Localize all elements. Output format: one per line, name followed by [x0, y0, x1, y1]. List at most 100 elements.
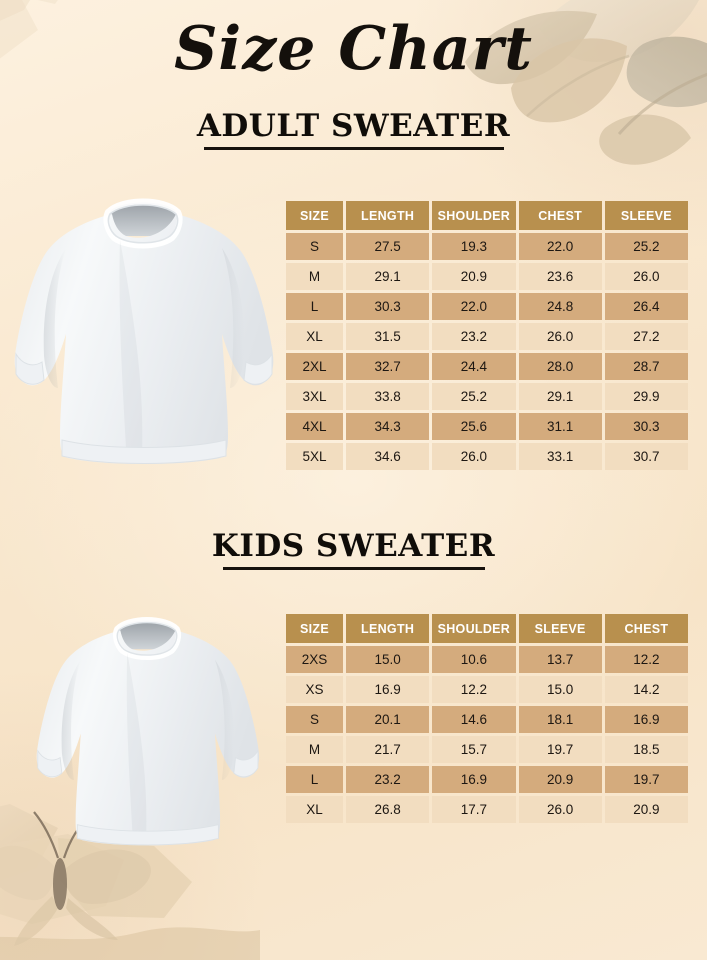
cell-size: S — [286, 233, 343, 260]
cell-size: L — [286, 766, 343, 793]
section-heading-adult: ADULT SWEATER — [0, 108, 707, 150]
column-header-length: LENGTH — [346, 201, 430, 230]
cell-size: M — [286, 736, 343, 763]
cell-chest: 23.6 — [518, 263, 602, 290]
cell-sleeve: 27.2 — [604, 323, 688, 350]
cell-shoulder: 25.2 — [432, 383, 516, 410]
cell-size: S — [286, 706, 343, 733]
page-title: Size Chart — [174, 14, 533, 84]
heading-underline — [222, 567, 485, 570]
cell-shoulder: 25.6 — [432, 413, 516, 440]
cell-sleeve: 13.7 — [518, 646, 602, 673]
cell-sleeve: 20.9 — [518, 766, 602, 793]
cell-chest: 22.0 — [518, 233, 602, 260]
cell-sleeve: 30.3 — [604, 413, 688, 440]
cell-size: M — [286, 263, 343, 290]
cell-length: 26.8 — [346, 796, 430, 823]
cell-length: 33.8 — [346, 383, 430, 410]
column-header-size: SIZE — [286, 614, 343, 643]
cell-shoulder: 15.7 — [432, 736, 516, 763]
column-header-sleeve: SLEEVE — [518, 614, 602, 643]
cell-chest: 31.1 — [518, 413, 602, 440]
cell-length: 15.0 — [346, 646, 430, 673]
cell-chest: 24.8 — [518, 293, 602, 320]
cell-length: 23.2 — [346, 766, 430, 793]
table-row: S 20.1 14.6 18.1 16.9 — [286, 706, 688, 733]
cell-shoulder: 19.3 — [432, 233, 516, 260]
table-row: XL 26.8 17.7 26.0 20.9 — [286, 796, 688, 823]
kids-table-head: SIZE LENGTH SHOULDER SLEEVE CHEST — [286, 614, 688, 643]
cell-length: 32.7 — [346, 353, 430, 380]
cell-chest: 12.2 — [604, 646, 688, 673]
cell-size: 5XL — [286, 443, 343, 470]
cell-sleeve: 26.4 — [604, 293, 688, 320]
table-row: S 27.5 19.3 22.0 25.2 — [286, 233, 688, 260]
cell-sleeve: 15.0 — [518, 676, 602, 703]
cell-shoulder: 26.0 — [432, 443, 516, 470]
column-header-sleeve: SLEEVE — [604, 201, 688, 230]
cell-shoulder: 24.4 — [432, 353, 516, 380]
kids-table-body: 2XS 15.0 10.6 13.7 12.2 XS 16.9 12.2 15.… — [286, 646, 688, 823]
cell-shoulder: 12.2 — [432, 676, 516, 703]
cell-chest: 26.0 — [518, 323, 602, 350]
section-heading-kids-label: KIDS SWEATER — [211, 528, 496, 564]
cell-shoulder: 23.2 — [432, 323, 516, 350]
cell-shoulder: 10.6 — [432, 646, 516, 673]
cell-sleeve: 28.7 — [604, 353, 688, 380]
cell-length: 20.1 — [346, 706, 430, 733]
column-header-shoulder: SHOULDER — [432, 201, 516, 230]
cell-chest: 29.1 — [518, 383, 602, 410]
kids-sweater-image — [26, 608, 268, 866]
cell-chest: 14.2 — [604, 676, 688, 703]
cell-sleeve: 26.0 — [518, 796, 602, 823]
adult-size-table: SIZE LENGTH SHOULDER CHEST SLEEVE S 27.5… — [283, 198, 691, 473]
cell-size: XL — [286, 323, 343, 350]
cell-sleeve: 18.1 — [518, 706, 602, 733]
cell-sleeve: 19.7 — [518, 736, 602, 763]
adult-sweater-image — [8, 188, 278, 488]
cell-chest: 20.9 — [604, 796, 688, 823]
cell-length: 30.3 — [346, 293, 430, 320]
cell-size: XS — [286, 676, 343, 703]
column-header-length: LENGTH — [346, 614, 430, 643]
table-row: 2XL 32.7 24.4 28.0 28.7 — [286, 353, 688, 380]
table-row: M 21.7 15.7 19.7 18.5 — [286, 736, 688, 763]
cell-shoulder: 20.9 — [432, 263, 516, 290]
cell-length: 27.5 — [346, 233, 430, 260]
cell-shoulder: 22.0 — [432, 293, 516, 320]
table-row: XL 31.5 23.2 26.0 27.2 — [286, 323, 688, 350]
cell-length: 16.9 — [346, 676, 430, 703]
cell-sleeve: 30.7 — [604, 443, 688, 470]
column-header-chest: CHEST — [604, 614, 688, 643]
cell-chest: 16.9 — [604, 706, 688, 733]
cell-size: XL — [286, 796, 343, 823]
cell-size: 2XS — [286, 646, 343, 673]
cell-length: 21.7 — [346, 736, 430, 763]
cell-chest: 28.0 — [518, 353, 602, 380]
cell-chest: 18.5 — [604, 736, 688, 763]
table-row: M 29.1 20.9 23.6 26.0 — [286, 263, 688, 290]
cell-chest: 19.7 — [604, 766, 688, 793]
cell-length: 31.5 — [346, 323, 430, 350]
table-row: L 23.2 16.9 20.9 19.7 — [286, 766, 688, 793]
section-heading-kids: KIDS SWEATER — [0, 528, 707, 570]
cell-length: 34.3 — [346, 413, 430, 440]
cell-length: 34.6 — [346, 443, 430, 470]
cell-shoulder: 16.9 — [432, 766, 516, 793]
cell-size: L — [286, 293, 343, 320]
column-header-shoulder: SHOULDER — [432, 614, 516, 643]
table-header-row: SIZE LENGTH SHOULDER CHEST SLEEVE — [286, 201, 688, 230]
table-header-row: SIZE LENGTH SHOULDER SLEEVE CHEST — [286, 614, 688, 643]
table-row: 5XL 34.6 26.0 33.1 30.7 — [286, 443, 688, 470]
column-header-size: SIZE — [286, 201, 343, 230]
table-row: 4XL 34.3 25.6 31.1 30.3 — [286, 413, 688, 440]
cell-size: 4XL — [286, 413, 343, 440]
cell-shoulder: 17.7 — [432, 796, 516, 823]
cell-sleeve: 29.9 — [604, 383, 688, 410]
column-header-chest: CHEST — [518, 201, 602, 230]
heading-underline — [203, 147, 504, 150]
table-row: 3XL 33.8 25.2 29.1 29.9 — [286, 383, 688, 410]
cell-size: 3XL — [286, 383, 343, 410]
cell-shoulder: 14.6 — [432, 706, 516, 733]
